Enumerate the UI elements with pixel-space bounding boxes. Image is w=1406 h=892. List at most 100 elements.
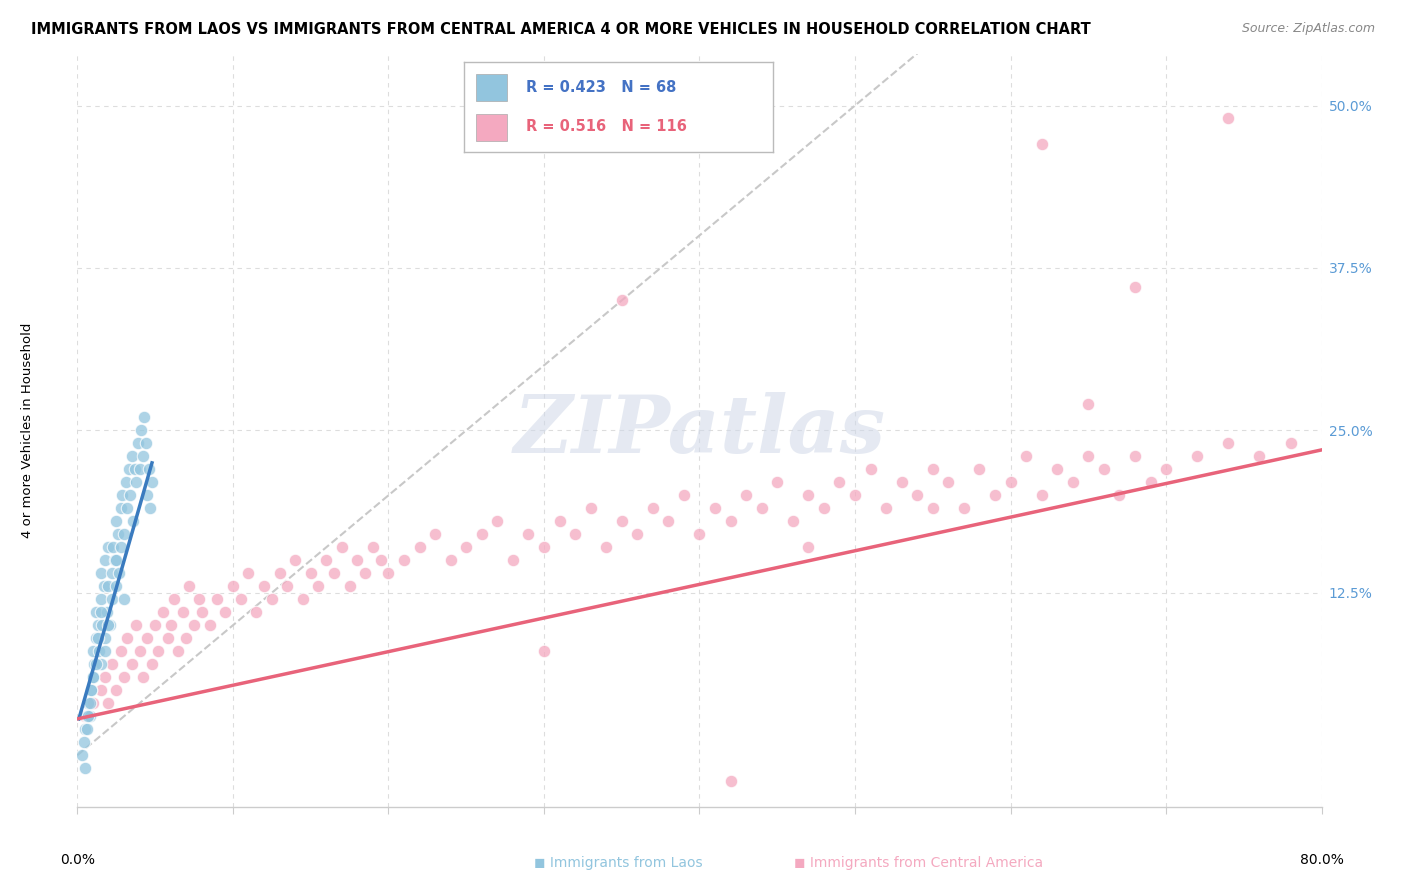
Point <box>79 696 101 710</box>
Point <box>440 553 463 567</box>
Point <box>797 541 820 555</box>
Point <box>167 644 190 658</box>
Point <box>875 501 897 516</box>
Point <box>1187 450 1209 464</box>
Text: 0.0%: 0.0% <box>60 853 94 867</box>
Point <box>361 541 384 555</box>
Text: ZIPatlas: ZIPatlas <box>513 392 886 469</box>
Point <box>984 488 1007 502</box>
Point <box>105 683 128 698</box>
Point <box>83 657 105 672</box>
Point <box>114 475 136 490</box>
Point <box>276 579 298 593</box>
Point <box>86 632 108 646</box>
Point <box>108 566 131 581</box>
Point <box>156 632 179 646</box>
Point <box>828 475 851 490</box>
Point <box>70 748 93 763</box>
Point <box>120 488 142 502</box>
Point <box>423 527 446 541</box>
Point <box>100 592 122 607</box>
Point <box>79 709 101 723</box>
FancyBboxPatch shape <box>477 74 508 101</box>
Point <box>564 527 586 541</box>
Point <box>720 514 742 528</box>
Point <box>782 514 804 528</box>
Point <box>90 657 112 672</box>
Point <box>111 488 134 502</box>
Point <box>134 410 156 425</box>
Point <box>97 618 120 632</box>
Point <box>76 723 98 737</box>
Point <box>533 541 555 555</box>
Point <box>408 541 430 555</box>
Point <box>139 501 162 516</box>
Point <box>307 579 329 593</box>
Point <box>82 670 104 684</box>
Point <box>1218 112 1240 126</box>
Point <box>115 632 138 646</box>
Point <box>152 605 174 619</box>
Point <box>128 462 150 476</box>
Point <box>1000 475 1022 490</box>
Point <box>291 592 314 607</box>
Point <box>486 514 509 528</box>
Point <box>80 683 103 698</box>
Point <box>163 592 186 607</box>
Point <box>953 501 976 516</box>
Point <box>131 670 153 684</box>
Point <box>86 618 108 632</box>
Point <box>148 644 170 658</box>
Point <box>110 541 132 555</box>
Point <box>1154 462 1177 476</box>
Point <box>125 618 148 632</box>
Point <box>689 527 711 541</box>
Point <box>751 501 773 516</box>
Point <box>159 618 181 632</box>
Point <box>610 514 633 528</box>
Point <box>610 293 633 308</box>
Point <box>766 475 789 490</box>
Point <box>118 462 141 476</box>
Point <box>105 514 128 528</box>
Point <box>100 657 122 672</box>
Text: ◼ Immigrants from Laos: ◼ Immigrants from Laos <box>534 856 703 871</box>
Point <box>172 605 194 619</box>
Point <box>238 566 260 581</box>
Point <box>1249 450 1271 464</box>
Point <box>1031 488 1053 502</box>
Point <box>1279 436 1302 450</box>
Point <box>131 450 153 464</box>
Point <box>94 632 117 646</box>
Point <box>921 462 943 476</box>
Point <box>1077 450 1099 464</box>
Point <box>641 501 664 516</box>
Point <box>82 696 104 710</box>
Point <box>97 579 120 593</box>
Point <box>72 735 94 749</box>
Point <box>107 527 129 541</box>
Point <box>104 553 127 567</box>
Point <box>198 618 221 632</box>
Point <box>471 527 494 541</box>
Point <box>548 514 571 528</box>
Point <box>112 670 135 684</box>
Point <box>121 450 143 464</box>
Point <box>187 592 209 607</box>
Point <box>77 696 100 710</box>
Point <box>1031 137 1053 152</box>
Point <box>84 657 107 672</box>
Point <box>112 527 135 541</box>
Point <box>94 644 117 658</box>
Point <box>84 632 107 646</box>
Point <box>91 618 114 632</box>
Point <box>720 774 742 789</box>
Point <box>595 541 617 555</box>
Point <box>346 553 368 567</box>
Point <box>672 488 695 502</box>
Point <box>82 670 104 684</box>
Point <box>626 527 648 541</box>
Text: 4 or more Vehicles in Household: 4 or more Vehicles in Household <box>21 323 34 538</box>
Point <box>579 501 602 516</box>
Point <box>938 475 960 490</box>
